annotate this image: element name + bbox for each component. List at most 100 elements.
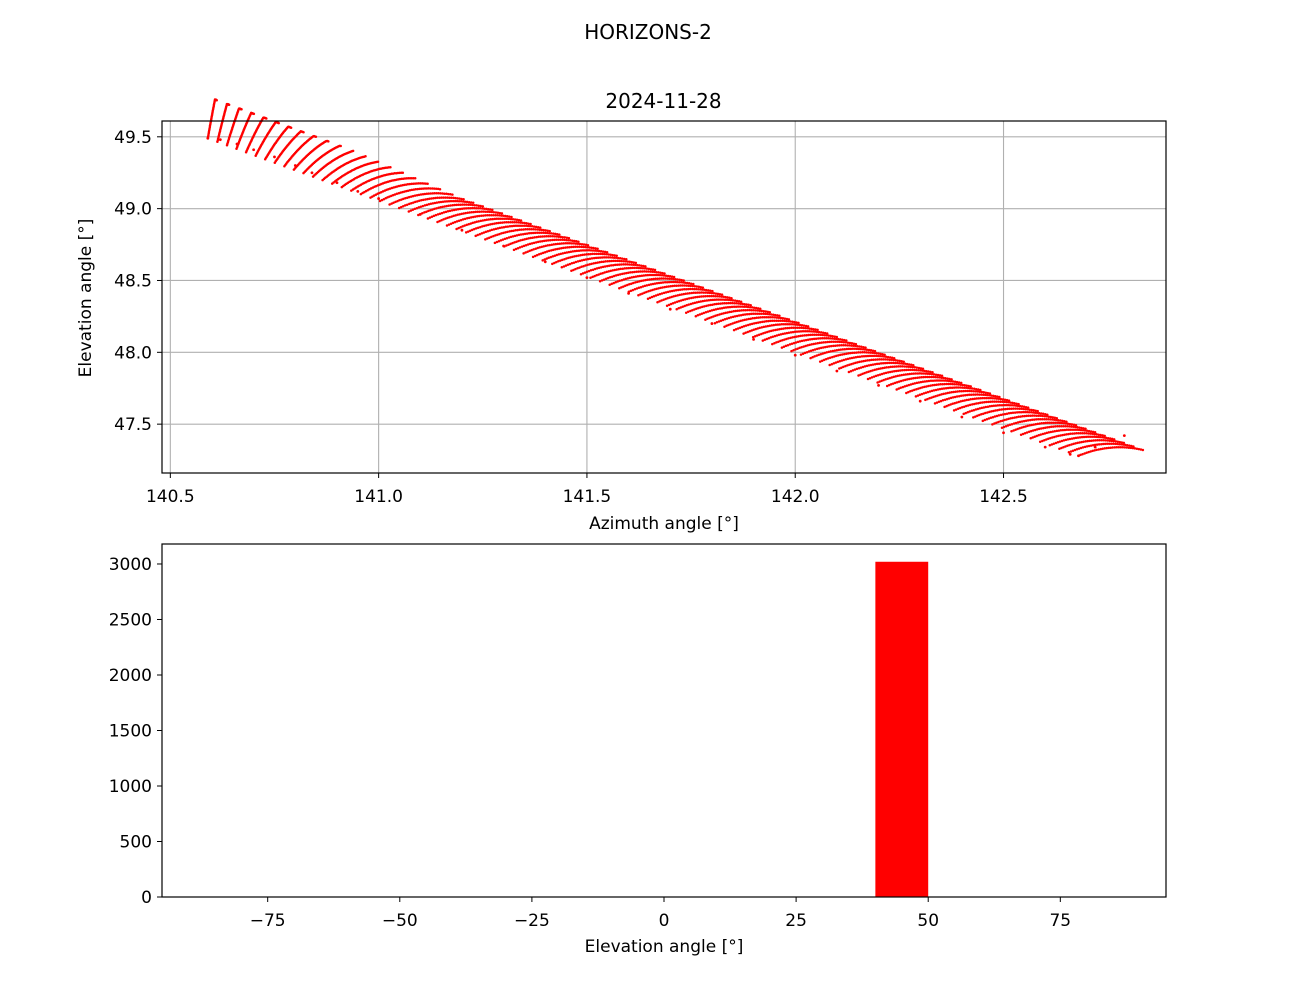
scatter-point [501,238,505,241]
scatter-point [972,393,975,396]
scatter-point [767,336,771,340]
scatter-point [535,235,538,239]
scatter-point [465,223,468,227]
scatter-point [864,359,867,362]
scatter-point [1070,425,1073,428]
scatter-point [858,355,862,358]
scatter-point [421,192,425,196]
scatter-point [831,334,834,338]
scatter-point [905,391,908,395]
scatter-point [1001,400,1004,404]
scatter-point [510,215,513,219]
scatter-point [801,330,805,333]
scatter-point [672,275,676,279]
scatter-point [824,340,827,344]
scatter-point [1067,432,1070,436]
scatter-point [909,390,912,393]
scatter-point [1055,429,1059,433]
scatter-point [701,299,705,303]
scatter-point [752,322,756,325]
scatter-point [1072,425,1075,429]
scatter-point [660,299,663,302]
scatter-point [573,249,577,253]
scatter-point [595,267,599,270]
scatter-point [215,98,218,102]
scatter-point [881,361,885,365]
scatter-point [1039,427,1043,430]
scatter-point [962,389,965,393]
scatter-point [717,320,721,323]
scatter-point [277,121,280,125]
scatter-point [634,263,637,267]
scatter-point [481,219,485,222]
scatter-point [967,398,970,401]
scatter-point [816,341,819,345]
scatter-point [430,197,433,200]
scatter-point [968,389,971,393]
scatter-point [1066,438,1070,441]
scatter-point [562,242,566,245]
scatter-point [898,359,901,363]
scatter-point [351,149,355,153]
scatter-point [651,288,654,292]
scatter-point [670,277,673,281]
scatter-point [544,229,547,232]
scatter-point [884,371,888,375]
scatter-point [821,331,825,334]
scatter-point [929,370,932,374]
scatter-point [633,270,636,274]
scatter-point [1033,414,1036,417]
scatter-point [801,352,805,355]
scatter-point [1125,446,1129,449]
scatter-point [508,225,512,228]
scatter-point [981,419,985,423]
scatter-point [978,390,982,394]
scatter-point [774,313,777,317]
scatter-point [739,300,743,303]
scatter-point [503,221,506,224]
scatter-point [567,236,571,240]
scatter-point [1078,426,1081,429]
scatter-point [486,237,489,240]
scatter-point [613,268,616,272]
scatter-point [454,196,457,200]
scatter-point [526,228,529,231]
scatter-point [677,307,680,310]
scatter-point [448,215,451,219]
scatter-point [460,228,464,232]
scatter-point [419,193,423,196]
scatter-point [814,337,818,340]
scatter-point [1023,410,1027,414]
scatter-point [1107,446,1110,450]
scatter-point [456,213,459,217]
scatter-point [425,192,429,196]
scatter-point [733,321,736,325]
scatter-point [660,277,663,280]
scatter-point [493,217,497,221]
scatter-point [553,238,556,242]
scatter-point [1051,416,1055,419]
scatter-point [445,192,448,196]
scatter-point [870,358,873,362]
scatter-point [1020,420,1024,423]
scatter-point [840,366,843,369]
scatter-point [824,337,828,340]
scatter-point [476,233,479,237]
scatter-point [583,271,587,274]
scatter-point [800,326,803,330]
scatter-point [838,359,842,363]
scatter-point [962,405,966,408]
scatter-point [959,400,962,403]
scatter-point [936,388,940,391]
scatter-point [695,301,699,304]
scatter-point [714,308,718,311]
scatter-point [418,199,421,203]
scatter-point [878,354,882,358]
scatter-point [1055,435,1058,438]
scatter-point [982,412,985,415]
scatter-point [496,227,500,230]
scatter-point [832,340,836,344]
scatter-point [777,319,780,322]
scatter-point [808,343,811,347]
scatter-point [1085,451,1088,455]
